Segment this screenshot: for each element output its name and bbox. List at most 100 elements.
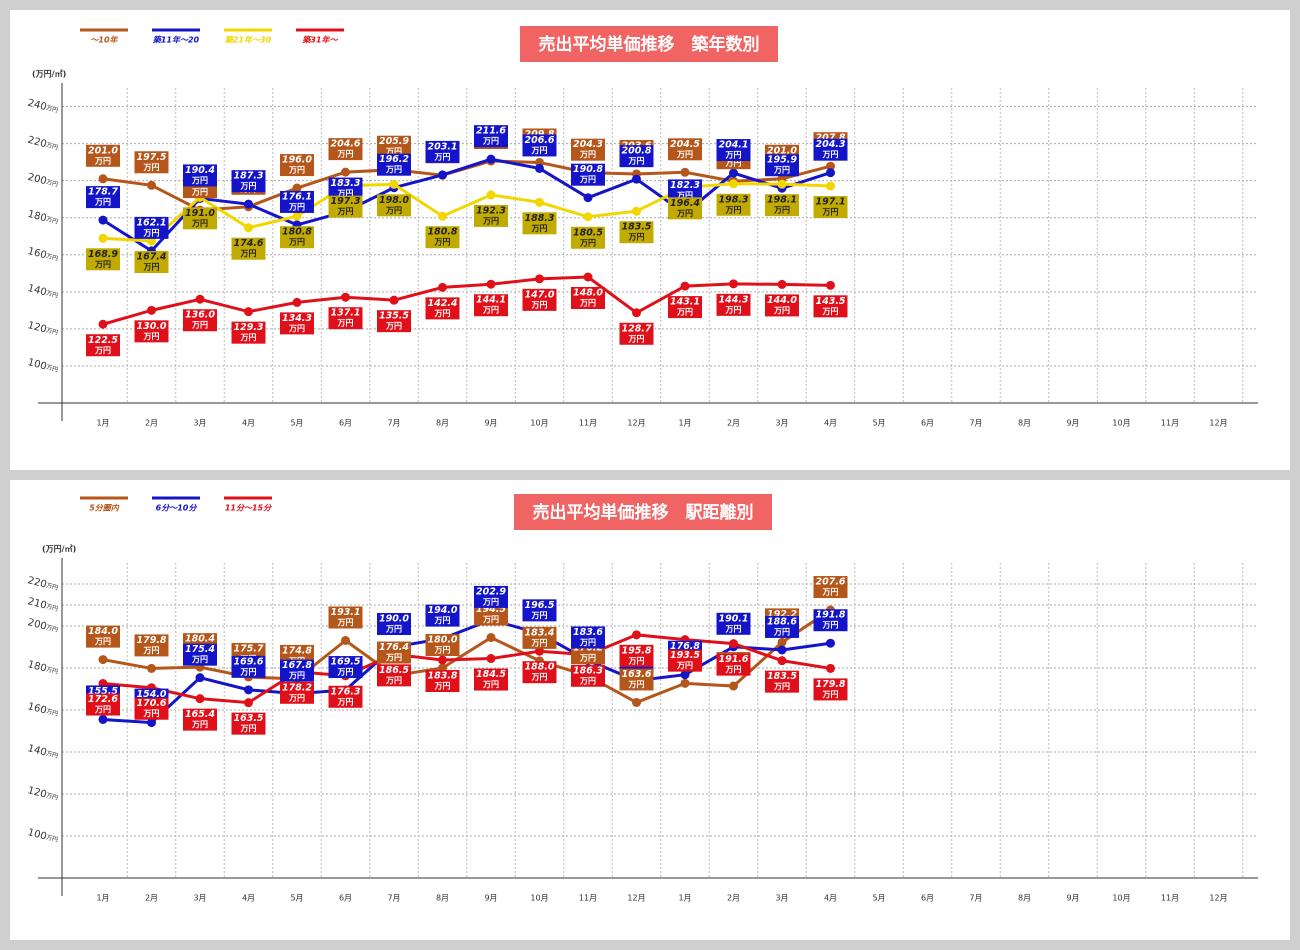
data-label: 162.1 xyxy=(136,217,166,228)
label-box xyxy=(231,321,266,344)
label-box xyxy=(522,661,557,684)
data-label: 190.0 xyxy=(379,614,409,625)
y-tick-label: 160万円 xyxy=(26,701,59,720)
data-label-unit: 万円 xyxy=(531,611,548,620)
y-tick-value: 140 xyxy=(26,283,47,299)
data-label-unit: 万円 xyxy=(94,156,111,165)
data-label-unit: 万円 xyxy=(191,176,208,185)
data-label: 198.0 xyxy=(379,195,409,206)
data-label-unit: 万円 xyxy=(579,638,596,647)
label-box xyxy=(183,643,217,666)
label-box xyxy=(134,151,169,174)
label-box xyxy=(522,212,557,235)
x-tick-label: 1月 xyxy=(96,894,109,903)
data-label: 197.3 xyxy=(330,196,360,207)
data-label-unit: 万円 xyxy=(94,346,111,355)
data-label: 180.8 xyxy=(427,227,457,238)
data-label: 136.0 xyxy=(185,310,215,321)
y-tick-value: 180 xyxy=(26,209,47,225)
label-box xyxy=(231,712,266,735)
data-point xyxy=(244,223,253,233)
data-point xyxy=(389,295,399,305)
x-tick-label: 10月 xyxy=(1112,419,1130,428)
x-tick-label: 5月 xyxy=(872,894,885,903)
chart-title: 売出平均単価推移 駅距離別 xyxy=(533,502,754,523)
x-tick-label: 3月 xyxy=(193,419,206,428)
data-point xyxy=(438,655,447,665)
x-tick-label: 10月 xyxy=(530,894,548,903)
y-unit-label: (万円/㎡) xyxy=(42,544,76,554)
y-tick-unit: 万円 xyxy=(45,792,58,802)
legend-label: 6分～10分 xyxy=(156,504,198,513)
y-tick-unit: 万円 xyxy=(45,289,58,299)
label-box xyxy=(619,145,654,168)
label-box xyxy=(813,196,848,219)
data-label: 192.2 xyxy=(767,609,797,620)
label-box xyxy=(134,216,169,239)
title-box xyxy=(514,494,772,530)
label-box xyxy=(522,134,557,157)
label-box xyxy=(522,288,557,311)
data-label: 202.9 xyxy=(476,586,506,597)
data-label-unit: 万円 xyxy=(240,249,257,258)
data-label-unit: 万円 xyxy=(725,305,742,314)
chart-title: 売出平均単価推移 築年数別 xyxy=(539,34,760,55)
data-label-unit: 万円 xyxy=(773,306,790,315)
label-box xyxy=(716,139,751,162)
x-tick-label: 7月 xyxy=(969,894,982,903)
series-line xyxy=(102,157,831,253)
data-label-unit: 万円 xyxy=(773,627,790,636)
data-label-unit: 万円 xyxy=(240,667,257,676)
data-label: 167.8 xyxy=(282,660,312,671)
label-box xyxy=(813,576,848,599)
x-tick-label: 4月 xyxy=(824,419,837,428)
data-label-unit: 万円 xyxy=(434,682,451,691)
data-point xyxy=(680,167,690,177)
series-line xyxy=(102,182,831,243)
data-point xyxy=(292,183,302,193)
data-label: 174.6 xyxy=(233,238,263,249)
data-point xyxy=(486,654,496,664)
label-box xyxy=(571,626,605,649)
data-label-unit: 万円 xyxy=(385,322,402,331)
label-box xyxy=(328,606,363,629)
label-box xyxy=(231,655,266,678)
data-point xyxy=(486,279,496,289)
x-tick-label: 1月 xyxy=(678,894,691,903)
y-tick-label: 140万円 xyxy=(26,283,59,302)
y-tick-label: 210万円 xyxy=(26,596,59,615)
data-label-unit: 万円 xyxy=(531,638,548,647)
x-tick-label: 1月 xyxy=(678,419,691,428)
legend-label: 築21年～30 xyxy=(224,36,272,45)
data-point xyxy=(341,167,350,177)
label-box xyxy=(377,135,411,158)
y-tick-value: 200 xyxy=(26,617,47,633)
y-tick-value: 120 xyxy=(26,320,47,336)
data-point xyxy=(292,211,302,221)
data-label-unit: 万円 xyxy=(94,260,111,269)
data-label: 172.6 xyxy=(88,694,118,705)
data-label: 200.8 xyxy=(621,146,651,157)
y-tick-value: 140 xyxy=(26,743,47,759)
data-point xyxy=(535,646,544,656)
data-label-unit: 万円 xyxy=(579,653,596,662)
data-point xyxy=(777,279,787,289)
y-tick-value: 220 xyxy=(26,575,47,591)
label-box xyxy=(619,322,654,345)
data-label: 198.3 xyxy=(718,194,748,205)
data-point xyxy=(680,670,690,680)
data-label: 128.7 xyxy=(621,323,651,334)
y-tick-unit: 万円 xyxy=(45,666,58,676)
data-label: 183.6 xyxy=(573,627,603,638)
data-label: 195.8 xyxy=(621,645,651,656)
label-box xyxy=(377,310,411,333)
y-tick-label: 100万円 xyxy=(26,827,59,846)
label-box xyxy=(425,604,460,627)
data-label: 180.8 xyxy=(282,227,312,238)
y-tick-unit: 万円 xyxy=(45,178,58,188)
data-label-unit: 万円 xyxy=(288,671,305,680)
data-label-unit: 万円 xyxy=(337,189,354,198)
data-label: 192.3 xyxy=(476,205,506,216)
data-label-unit: 万円 xyxy=(482,137,499,146)
